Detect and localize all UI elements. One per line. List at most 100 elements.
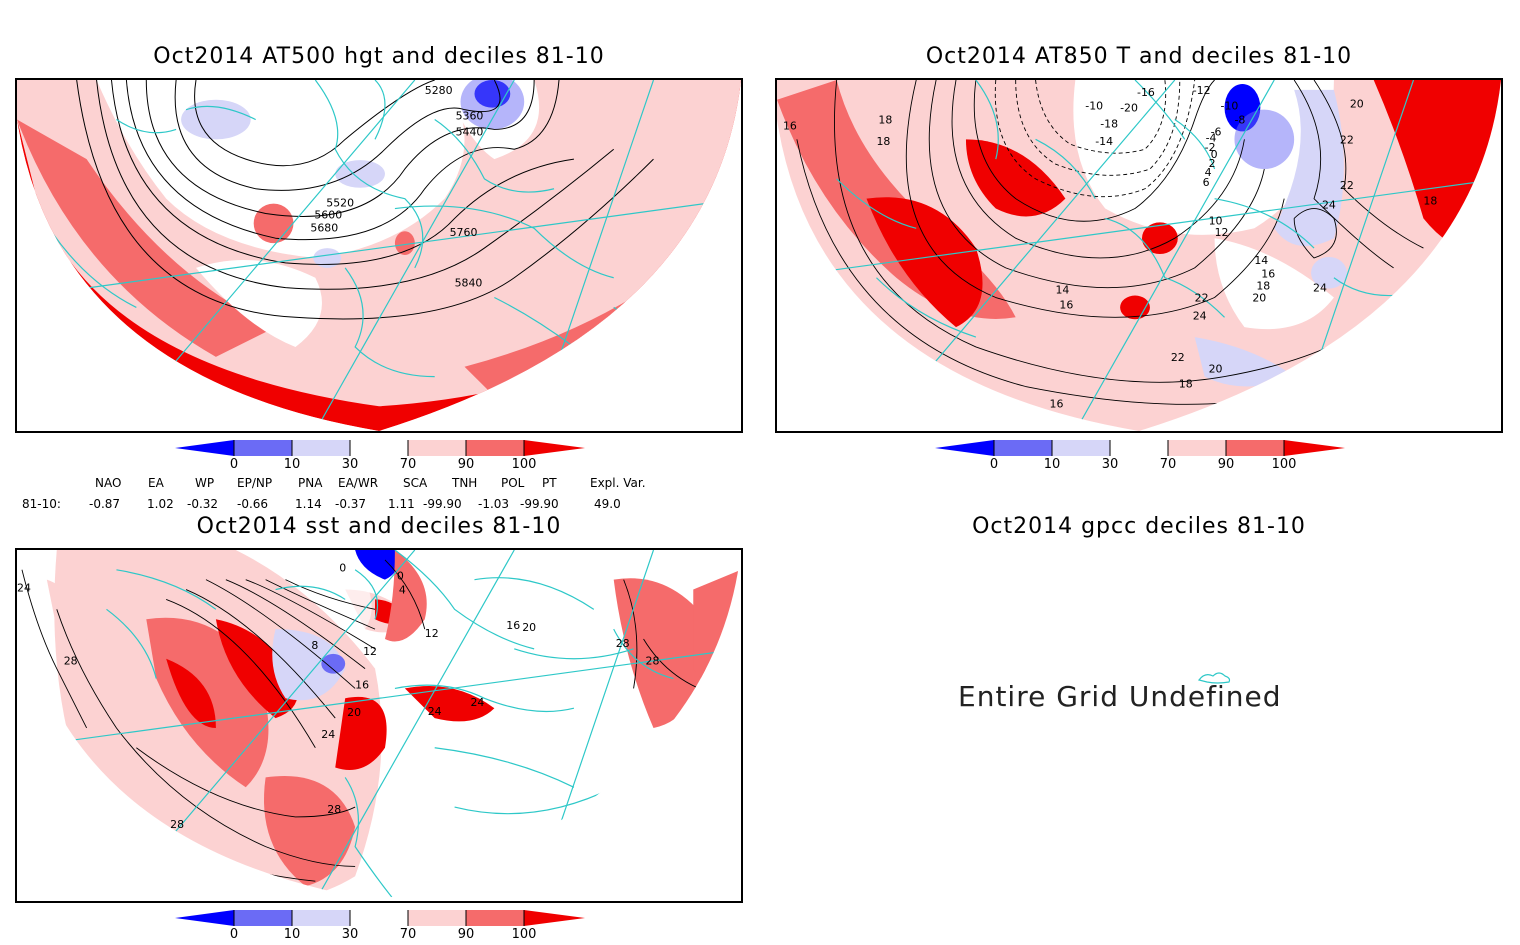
p3-contour-label: 8 [311, 639, 318, 652]
index-header-sca: SCA [403, 476, 428, 490]
p2-contour-label: -18 [1100, 117, 1118, 130]
index-header-epnp: EP/NP [237, 476, 273, 490]
index-value-expl-var: 49.0 [594, 497, 621, 511]
p2-contour-label: 16 [1049, 397, 1063, 410]
index-header-tnh: TNH [452, 476, 478, 490]
colorbar-tick: 30 [341, 457, 359, 472]
index-value-wp: -0.32 [187, 497, 219, 511]
colorbar-tick: 0 [229, 457, 239, 472]
p2-contour-label: -6 [1211, 125, 1222, 138]
panel1-title: Oct2014 AT500 hgt and deciles 81-10 [153, 44, 605, 69]
colorbar-swatch-30-70 [350, 440, 408, 456]
undefined-grid-message: Entire Grid Undefined [958, 680, 1282, 713]
p3-contour-label: 12 [425, 627, 439, 640]
index-header-pna: PNA [298, 476, 323, 490]
p2-contour-label: 20 [1366, 319, 1380, 332]
p1-contour-label: 5520 [326, 197, 354, 210]
index-value-eawr: -0.37 [335, 497, 367, 511]
colorbar-swatch-100-high [524, 440, 585, 456]
p3-contour-label: 28 [327, 803, 341, 816]
p3-contour-label: 20 [522, 621, 536, 634]
p1-contour-label: 5840 [455, 277, 483, 290]
panel2-map-graphic: -16 -12 -10 -10 -8 -20 -18 -14 -6 -4 -2 … [777, 80, 1501, 431]
p2-contour-label: 4 [1205, 166, 1212, 179]
p3-contour-label: 28 [170, 818, 184, 831]
stray-coastline-fragment [1197, 672, 1231, 684]
p3-contour-label: 28 [616, 637, 630, 650]
index-header-wp: WP [195, 476, 215, 490]
index-header-pol: POL [501, 476, 525, 490]
panel4-title: Oct2014 gpcc deciles 81-10 [972, 514, 1306, 539]
index-value-pol: -1.03 [478, 497, 510, 511]
colorbar-tick: 30 [1101, 457, 1119, 472]
p2-contour-label: 10 [1209, 214, 1223, 227]
p2-contour-label: 0 [1211, 148, 1218, 161]
colorbar-tick: 70 [1159, 457, 1177, 472]
p2-contour-label: 16 [1261, 268, 1275, 281]
p2-contour-label: 16 [1059, 298, 1073, 311]
p2-contour-label: 22 [1195, 292, 1209, 305]
p2-contour-label: 20 [1350, 98, 1364, 111]
colorbar-swatch-0-low [175, 440, 234, 456]
p2-contour-label: -12 [1193, 84, 1211, 97]
p2-contour-label: 20 [1252, 292, 1266, 305]
colorbar-tick: 10 [283, 927, 301, 942]
p2-contour-label: 18 [878, 114, 892, 127]
p2-contour-label: 18 [1256, 280, 1270, 293]
index-value-nao: -0.87 [89, 497, 121, 511]
p3-contour-label: 16 [355, 678, 369, 691]
index-header-expl-var: Expl. Var. [590, 476, 646, 490]
index-header-pt: PT [542, 476, 557, 490]
p2-contour-label: 18 [1423, 195, 1437, 208]
index-row-label: 81-10: [22, 497, 61, 511]
colorbar-swatch-70-90 [408, 440, 466, 456]
p3-contour-label: 0 [397, 570, 404, 583]
panel1-colorbar: 0 10 30 70 90 100 [175, 439, 585, 475]
p3-contour-label: 12 [363, 645, 377, 658]
index-value-epnp: -0.66 [237, 497, 269, 511]
p2-contour-label: 22 [1171, 351, 1185, 364]
p2-contour-label: 14 [1055, 284, 1069, 297]
p2-contour-label: 22 [1340, 133, 1354, 146]
panel3-map-graphic: 24 24 24 24 28 28 28 28 28 0 0 4 8 12 12… [17, 550, 741, 901]
p2-contour-label: -20 [1120, 102, 1138, 115]
colorbar-tick: 10 [1043, 457, 1061, 472]
p2-contour-label: 22 [1340, 179, 1354, 192]
panel1-map-graphic: 5280 5360 5440 5520 5600 5680 5760 5840 [17, 80, 741, 431]
panel2-title: Oct2014 AT850 T and deciles 81-10 [925, 44, 1353, 69]
index-value-sca: 1.11 [388, 497, 415, 511]
p2-contour-label: 14 [1254, 254, 1268, 267]
colorbar-tick: 90 [457, 457, 475, 472]
p2-contour-label: -14 [1095, 135, 1113, 148]
p2-contour-label: 16 [783, 119, 797, 132]
colorbar-tick: 90 [1217, 457, 1235, 472]
p2-contour-label: -4 [1206, 131, 1217, 144]
colorbar-tick: 100 [511, 457, 537, 472]
colorbar-tick: 10 [283, 457, 301, 472]
colorbar-tick: 70 [399, 457, 417, 472]
p3-contour-label: 24 [428, 705, 442, 718]
panel1-colorbar-swatches [175, 440, 585, 456]
p2-contour-label: -10 [1221, 100, 1239, 113]
colorbar-swatch-0-10 [234, 440, 292, 456]
colorbar-swatch-90-100 [466, 440, 524, 456]
p3-contour-label: 24 [17, 582, 31, 595]
p2-contour-label: 6 [1203, 176, 1210, 189]
p3-contour-label: 28 [646, 655, 660, 668]
index-value-pt: -99.90 [520, 497, 559, 511]
p3-contour-label: 24 [321, 728, 335, 741]
panel2-colorbar: 0 10 30 70 90 100 [935, 439, 1345, 475]
p2-contour-label: -8 [1234, 114, 1245, 127]
index-header-nao: NAO [95, 476, 122, 490]
colorbar-tick: 70 [399, 927, 417, 942]
panel3-title: Oct2014 sst and deciles 81-10 [196, 514, 562, 539]
p2-contour-label: 20 [1209, 363, 1223, 376]
p3-contour-label: 0 [339, 562, 346, 575]
index-value-ea: 1.02 [147, 497, 174, 511]
p1-contour-label: 5280 [425, 84, 453, 97]
panel1-map-at500-hgt: 5280 5360 5440 5520 5600 5680 5760 5840 [15, 78, 743, 433]
index-value-pna: 1.14 [295, 497, 322, 511]
p2-contour-label: 18 [1179, 378, 1193, 391]
panel3-colorbar: 0 10 30 70 90 100 [175, 909, 585, 945]
panel3-map-sst: 24 24 24 24 28 28 28 28 28 0 0 4 8 12 12… [15, 548, 743, 903]
